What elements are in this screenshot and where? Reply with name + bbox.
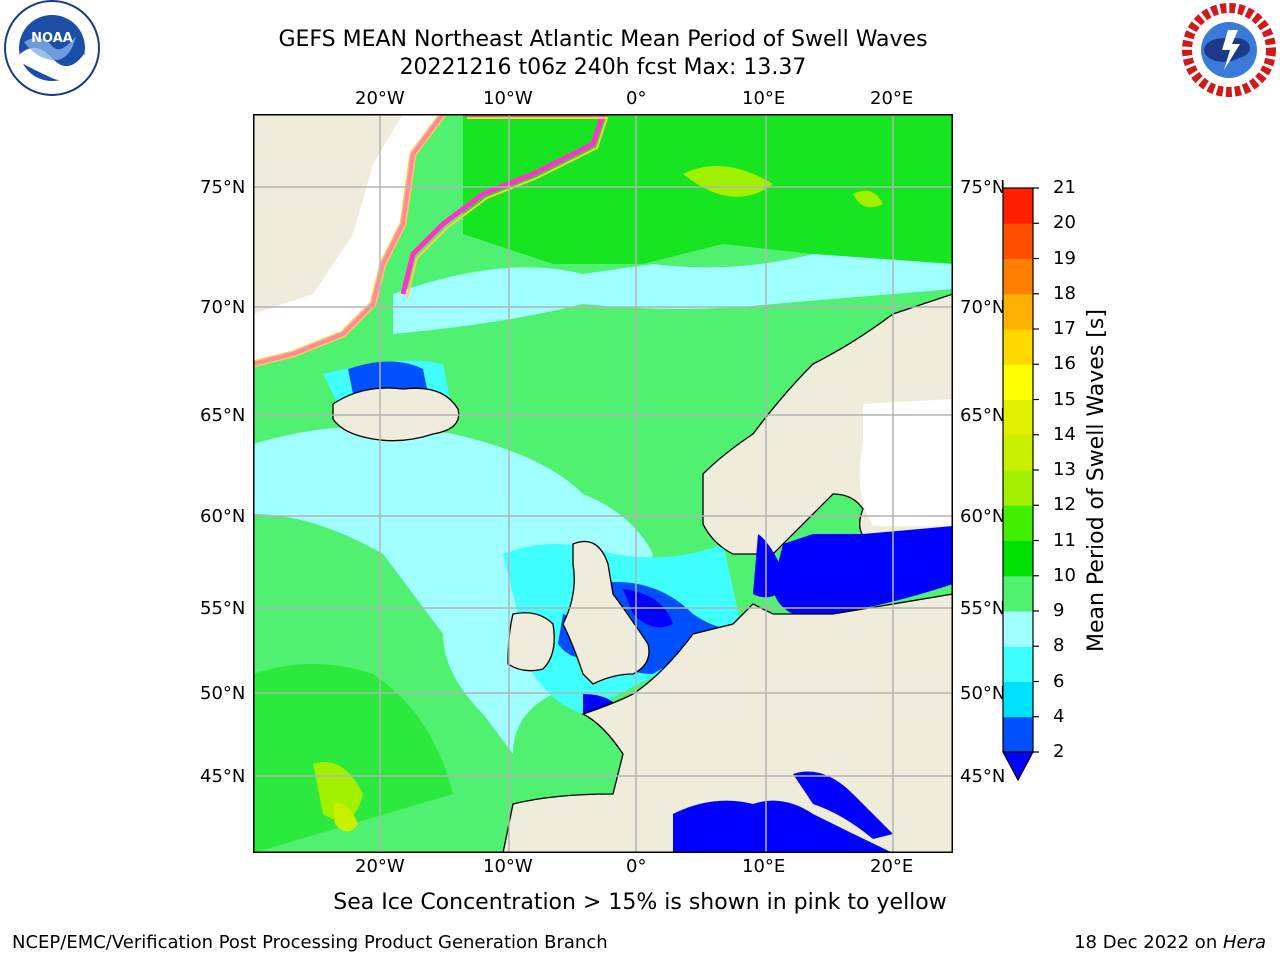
colorbar xyxy=(1001,187,1039,782)
colorbar-segment xyxy=(1003,540,1033,577)
ireland-landmass xyxy=(507,612,555,672)
great-britain-landmass xyxy=(562,540,650,685)
colorbar-segment xyxy=(1003,505,1033,541)
lon-label-bottom: 20°W xyxy=(355,856,405,877)
lat-label-right: 70°N xyxy=(960,297,1006,318)
lat-label-right: 65°N xyxy=(960,405,1006,426)
colorbar-tick-label: 9 xyxy=(1053,600,1065,621)
footer-date-text: 18 Dec 2022 on xyxy=(1074,932,1223,953)
colorbar-segment xyxy=(1003,293,1033,330)
colorbar-segment xyxy=(1003,188,1033,224)
colorbar-segment xyxy=(1003,258,1033,295)
colorbar-segment xyxy=(1003,223,1033,259)
lon-label-bottom: 10°W xyxy=(483,856,533,877)
colorbar-segment xyxy=(1003,329,1033,365)
map-subtitle: 20221216 t06z 240h fcst Max: 13.37 xyxy=(399,55,807,80)
colorbar-tick-label: 4 xyxy=(1053,705,1065,727)
lat-label-left: 65°N xyxy=(200,405,246,426)
colorbar-segment xyxy=(1003,716,1033,753)
map-plot xyxy=(253,114,953,853)
colorbar-segment xyxy=(1003,575,1033,612)
lat-label-right: 75°N xyxy=(960,177,1006,198)
colorbar-tick-label: 21 xyxy=(1053,177,1076,198)
lat-label-left: 50°N xyxy=(200,683,246,704)
graticule xyxy=(253,114,953,853)
colorbar-tick-label: 16 xyxy=(1053,353,1076,375)
footer-machine: Hera xyxy=(1222,932,1266,953)
lat-label-left: 75°N xyxy=(200,177,246,198)
colorbar-tick-label: 15 xyxy=(1053,388,1076,410)
colorbar-tick-label: 10 xyxy=(1053,564,1076,586)
map-title: GEFS MEAN Northeast Atlantic Mean Period… xyxy=(278,27,928,52)
colorbar-tick-label: 13 xyxy=(1053,459,1076,480)
lat-label-left: 45°N xyxy=(200,766,246,787)
baltic-sea xyxy=(773,526,953,614)
colorbar-tick-label: 19 xyxy=(1053,247,1076,269)
noaa-logo: NOAA xyxy=(4,0,100,96)
colorbar-tick-label: 18 xyxy=(1053,282,1076,304)
lat-label-left: 60°N xyxy=(200,506,246,527)
colorbar-tick-label: 12 xyxy=(1053,494,1076,516)
lon-label-bottom: 0° xyxy=(626,856,647,877)
footer-credit: NCEP/EMC/Verification Post Processing Pr… xyxy=(12,932,608,953)
sea-ice-caption: Sea Ice Concentration > 15% is shown in … xyxy=(333,890,947,915)
lat-label-right: 60°N xyxy=(960,506,1006,527)
lon-label-top: 0° xyxy=(626,88,647,109)
lon-label-top: 10°W xyxy=(483,88,533,109)
colorbar-segment xyxy=(1003,434,1033,471)
footer-date: 18 Dec 2022 on Hera xyxy=(1074,932,1266,953)
mediterranean-sea xyxy=(673,800,893,853)
lon-label-top: 20°E xyxy=(870,88,914,109)
lat-label-left: 55°N xyxy=(200,598,246,619)
lat-label-right: 50°N xyxy=(960,683,1006,704)
colorbar-tick-label: 11 xyxy=(1053,529,1076,551)
colorbar-title: Mean Period of Swell Waves [s] xyxy=(1084,309,1109,652)
colorbar-segment xyxy=(1003,646,1033,682)
lon-label-bottom: 10°E xyxy=(742,856,786,877)
lon-label-bottom: 20°E xyxy=(870,856,914,877)
colorbar-tick-label: 14 xyxy=(1053,423,1076,445)
lat-label-right: 55°N xyxy=(960,598,1006,619)
colorbar-segment xyxy=(1003,611,1033,647)
colorbar-tick-label: 17 xyxy=(1053,318,1076,339)
nws-logo xyxy=(1182,3,1276,97)
colorbar-segment xyxy=(1003,364,1033,400)
colorbar-segment xyxy=(1003,470,1033,506)
colorbar-segment xyxy=(1003,681,1033,718)
lat-label-right: 45°N xyxy=(960,766,1006,787)
colorbar-tick-label: 8 xyxy=(1053,635,1065,657)
svg-text:NOAA: NOAA xyxy=(31,31,73,46)
colorbar-tick-label: 6 xyxy=(1053,670,1065,692)
lon-label-top: 20°W xyxy=(355,88,405,109)
colorbar-tick-label: 20 xyxy=(1053,212,1076,234)
colorbar-tick-label: 2 xyxy=(1053,741,1065,762)
colorbar-extend-triangle xyxy=(1001,751,1035,782)
lat-label-left: 70°N xyxy=(200,297,246,318)
lon-label-top: 10°E xyxy=(742,88,786,109)
colorbar-segment xyxy=(1003,399,1033,436)
